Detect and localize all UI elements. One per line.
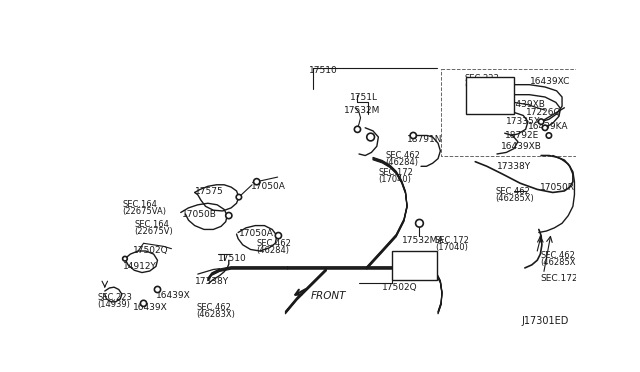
Circle shape	[546, 133, 552, 138]
Text: 17335X: 17335X	[506, 117, 540, 126]
Text: 17532M: 17532M	[344, 106, 380, 115]
Text: SEC.462: SEC.462	[540, 251, 575, 260]
Text: (22675V): (22675V)	[134, 227, 173, 236]
Circle shape	[253, 179, 260, 185]
Text: 16439XC: 16439XC	[529, 77, 570, 86]
Text: SEC.164: SEC.164	[134, 220, 169, 229]
Text: 17510: 17510	[218, 254, 246, 263]
Text: (46285X): (46285X)	[495, 194, 534, 203]
Text: SEC.462: SEC.462	[257, 239, 292, 248]
Text: (14939): (14939)	[97, 299, 130, 308]
Text: SEC.462: SEC.462	[196, 302, 231, 312]
Circle shape	[226, 212, 232, 219]
Circle shape	[154, 286, 161, 293]
Text: 17226Q: 17226Q	[527, 108, 562, 117]
Text: 16439X: 16439X	[132, 302, 168, 312]
Text: SEC.223: SEC.223	[465, 74, 499, 83]
Text: (46284): (46284)	[385, 158, 419, 167]
Text: 18791N: 18791N	[407, 135, 442, 144]
Text: 16439XB: 16439XB	[505, 100, 545, 109]
Text: 17532MA: 17532MA	[402, 235, 444, 245]
Circle shape	[538, 119, 544, 124]
Text: 17507: 17507	[402, 256, 430, 265]
Text: 17338Y: 17338Y	[497, 162, 531, 171]
Bar	[466, 77, 514, 114]
Text: SEC.172: SEC.172	[435, 235, 470, 245]
Text: 16439XB: 16439XB	[501, 142, 541, 151]
Text: (14950): (14950)	[465, 81, 497, 90]
Circle shape	[415, 219, 423, 227]
Text: 16439KA: 16439KA	[528, 122, 568, 131]
Text: 17502Q: 17502Q	[382, 283, 418, 292]
Text: 14912Y: 14912Y	[123, 262, 157, 271]
Text: J17301ED: J17301ED	[522, 316, 569, 326]
Text: SEC.462: SEC.462	[495, 187, 531, 196]
Bar	[392, 251, 436, 280]
Text: SEC.164: SEC.164	[123, 200, 157, 209]
Circle shape	[367, 133, 374, 141]
Text: SEC.172: SEC.172	[378, 168, 413, 177]
Text: (46283X): (46283X)	[196, 310, 235, 318]
Text: (17040): (17040)	[378, 175, 412, 184]
Circle shape	[275, 232, 282, 239]
Text: 17050B: 17050B	[182, 210, 216, 219]
Text: SEC.223: SEC.223	[97, 293, 132, 302]
Text: 1751L: 1751L	[349, 93, 378, 102]
Text: (46285X): (46285X)	[540, 258, 579, 267]
Text: (46284): (46284)	[257, 246, 290, 254]
Text: 17050R: 17050R	[540, 183, 575, 192]
Text: 17575: 17575	[195, 187, 223, 196]
Circle shape	[542, 125, 548, 131]
Text: FRONT: FRONT	[311, 291, 346, 301]
Text: 18792E: 18792E	[505, 131, 539, 140]
Text: 17050A: 17050A	[239, 230, 274, 238]
Circle shape	[140, 300, 147, 307]
Text: SEC.462: SEC.462	[385, 151, 420, 160]
Text: 17338Y: 17338Y	[195, 277, 229, 286]
Text: (22675VA): (22675VA)	[123, 207, 166, 216]
Circle shape	[355, 126, 360, 132]
Circle shape	[410, 132, 417, 139]
Text: 17502Q: 17502Q	[132, 246, 168, 256]
Text: (17040): (17040)	[435, 243, 468, 251]
Circle shape	[236, 195, 241, 200]
Text: 17510: 17510	[308, 66, 337, 75]
Text: SEC.172: SEC.172	[540, 274, 578, 283]
Text: 16439X: 16439X	[156, 291, 191, 300]
Text: 17050A: 17050A	[250, 182, 285, 191]
Circle shape	[123, 256, 127, 261]
